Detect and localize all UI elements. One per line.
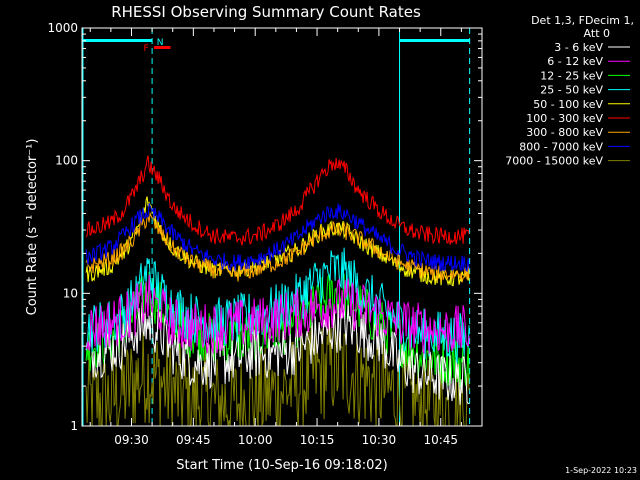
x-tick-label: 09:45	[176, 433, 211, 447]
y-axis-label: Count Rate (s⁻¹ detector⁻¹)	[25, 139, 40, 316]
legend-label: 50 - 100 keV	[533, 98, 603, 111]
y-tick-label: 10	[63, 286, 78, 300]
legend-header-line-1: Det 1,3, FDecim 1,	[531, 14, 634, 27]
plot-frame	[81, 27, 483, 427]
y-axis: 1 10 100 1000	[47, 21, 482, 433]
legend-header-line-2: Att 0	[584, 27, 610, 40]
series-line	[85, 274, 470, 355]
series-line	[85, 155, 470, 246]
x-axis: 09:30 09:45 10:00 10:15 10:30 10:45	[89, 28, 483, 447]
x-tick-label: 10:30	[362, 433, 397, 447]
legend-label: 25 - 50 keV	[540, 84, 603, 97]
x-tick-label: 10:45	[423, 433, 458, 447]
legend-label: 300 - 800 keV	[526, 126, 603, 139]
series-line	[85, 202, 470, 273]
legend-label: 6 - 12 keV	[547, 55, 603, 68]
legend-label: 7000 - 15000 keV	[505, 155, 603, 168]
x-axis-label: Start Time (10-Sep-16 09:18:02)	[176, 458, 387, 473]
plot-area: NF 09:30 09:45 10:00 10:15 10:30 10:45 1 10 100…	[47, 21, 483, 447]
footer-timestamp: 1-Sep-2022 10:23	[565, 466, 637, 475]
x-tick-label: 10:15	[300, 433, 335, 447]
x-tick-label: 10:00	[238, 433, 273, 447]
x-tick-label: 09:30	[114, 433, 149, 447]
flare-flag-label: F	[144, 44, 149, 54]
flare-bar	[154, 46, 171, 49]
night-bar	[82, 39, 153, 42]
y-tick-label: 1	[70, 419, 78, 433]
legend-label: 3 - 6 keV	[554, 41, 603, 54]
series-layer	[85, 155, 470, 428]
series-line	[85, 301, 470, 405]
series-line	[85, 211, 470, 283]
flag-layer: NF	[82, 28, 471, 426]
legend-label: 100 - 300 keV	[526, 112, 603, 125]
night-bar	[399, 39, 470, 42]
night-flag-label: N	[157, 38, 164, 48]
y-tick-label: 100	[55, 154, 78, 168]
series-line	[85, 321, 470, 428]
legend-label: 800 - 7000 keV	[519, 140, 603, 153]
y-tick-label: 1000	[47, 21, 78, 35]
legend-label: 12 - 25 keV	[540, 69, 603, 82]
series-line	[85, 247, 470, 364]
chart-title: RHESSI Observing Summary Count Rates	[111, 3, 421, 21]
